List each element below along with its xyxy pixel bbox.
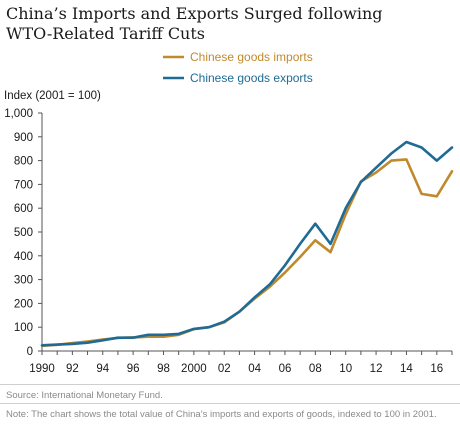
divider-top	[0, 384, 460, 385]
y-tick-label: 500	[14, 227, 33, 239]
legend-entry: Chinese goods exports	[190, 71, 313, 85]
x-tick-label: 10	[339, 363, 352, 375]
x-tick-label: 94	[96, 363, 109, 375]
y-tick-label: 1,000	[4, 108, 33, 120]
x-tick-label: 14	[400, 363, 413, 375]
y-tick-label: 700	[14, 179, 33, 191]
y-tick-label: 300	[14, 275, 33, 287]
y-axis: 0 100 200 300 400 500 600 700 800 900 1,000	[4, 108, 43, 358]
chart-title: China’s Imports and Exports Surged follo…	[6, 4, 446, 44]
plot-area	[40, 140, 454, 348]
x-tick-label: 2000	[181, 363, 207, 375]
x-tick-label: 06	[279, 363, 292, 375]
source-note: Source: International Monetary Fund.	[6, 390, 163, 401]
x-tick-label: 1990	[29, 363, 55, 375]
x-tick-label: 96	[127, 363, 140, 375]
title-line-1: China’s Imports and Exports Surged follo…	[6, 4, 383, 23]
x-tick-label: 12	[370, 363, 383, 375]
x-tick-label: 92	[66, 363, 79, 375]
y-tick-label: 100	[14, 322, 33, 334]
x-tick-label: 04	[248, 363, 261, 375]
y-tick-label: 600	[14, 203, 33, 215]
x-tick-label: 02	[218, 363, 231, 375]
y-tick-label: 0	[27, 346, 33, 358]
y-tick-label: 200	[14, 298, 33, 310]
footnote: Note: The chart shows the total value of…	[6, 409, 437, 420]
x-tick-label: 16	[430, 363, 443, 375]
legend-entry: Chinese goods imports	[190, 50, 313, 64]
series-line-chinese-goods-imports	[40, 158, 454, 348]
series-line-chinese-goods-exports	[40, 140, 454, 347]
line-chart: Chinese goods imports Chinese goods expor…	[4, 50, 454, 375]
y-tick-label: 900	[14, 132, 33, 144]
x-tick-label: 08	[309, 363, 322, 375]
x-axis: 1990 92 94 96 98 2000 02 04 06 08 10 12 14 16	[29, 350, 453, 375]
title-line-2: WTO-Related Tariff Cuts	[6, 24, 205, 43]
legend: Chinese goods imports Chinese goods expor…	[163, 50, 313, 85]
y-tick-label: 800	[14, 156, 33, 168]
y-tick-label: 400	[14, 251, 33, 263]
divider-mid	[0, 403, 460, 404]
y-axis-label: Index (2001 = 100)	[4, 90, 101, 102]
x-tick-label: 98	[157, 363, 170, 375]
